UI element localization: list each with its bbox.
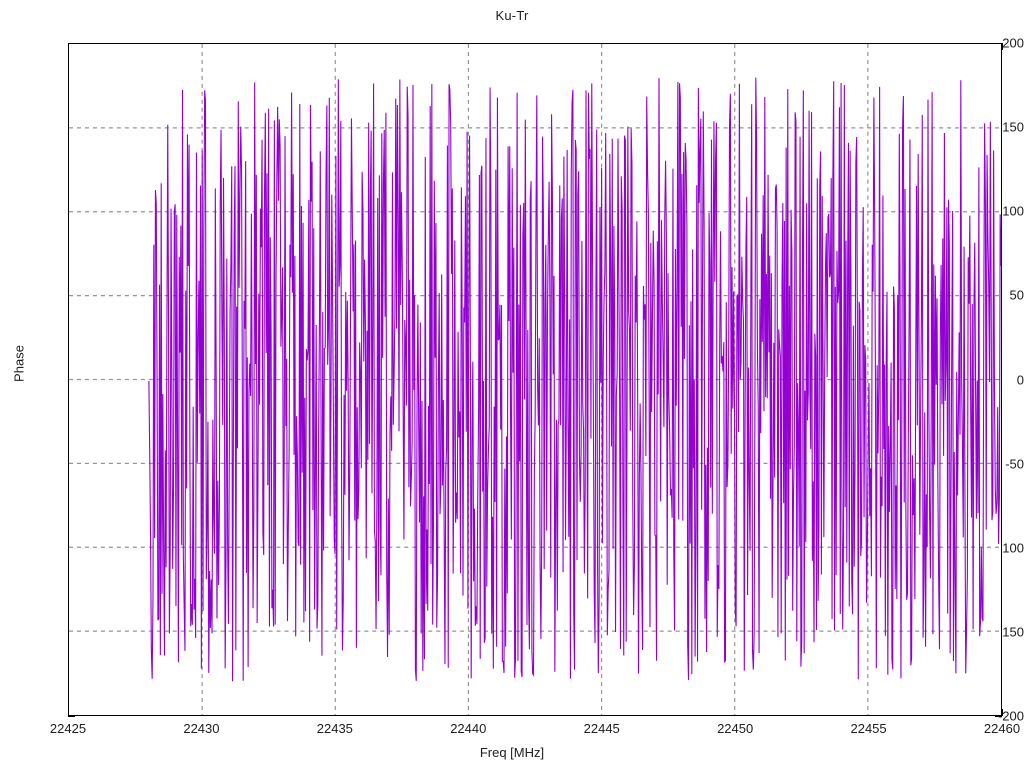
x-axis-label: Freq [MHz] <box>479 745 545 760</box>
phase-trace-line <box>148 77 1001 682</box>
x-tick-label: 22445 <box>583 721 620 736</box>
y-tick-label: -200 <box>997 708 1024 724</box>
data-series-layer <box>148 77 1001 682</box>
y-tick-label: 0 <box>1016 372 1024 387</box>
x-tick-label: 22425 <box>49 721 87 736</box>
y-tick-label: -150 <box>997 624 1024 640</box>
y-tick-label: 200 <box>1002 35 1024 51</box>
plot-area <box>68 43 1002 716</box>
y-tick-label: -50 <box>1005 456 1024 472</box>
y-tick-mark-right <box>995 716 1002 717</box>
y-tick-label: 50 <box>1009 287 1024 303</box>
x-tick-label: 22440 <box>450 721 487 736</box>
x-tick-label: 22450 <box>717 721 754 736</box>
x-tick-label: 22435 <box>316 721 353 736</box>
x-tick-label: 22460 <box>983 721 1021 736</box>
y-tick-mark <box>68 716 75 717</box>
y-tick-label: 100 <box>1002 203 1024 219</box>
chart-title: Ku-Tr <box>495 8 529 23</box>
y-tick-label: 150 <box>1002 119 1024 135</box>
y-tick-label: -100 <box>997 540 1024 556</box>
y-axis-label: Phase <box>11 345 27 382</box>
x-tick-mark <box>1002 709 1003 716</box>
x-tick-label: 22430 <box>183 721 220 736</box>
x-tick-label: 22455 <box>850 721 887 736</box>
x-tick-mark-top <box>1002 43 1003 50</box>
